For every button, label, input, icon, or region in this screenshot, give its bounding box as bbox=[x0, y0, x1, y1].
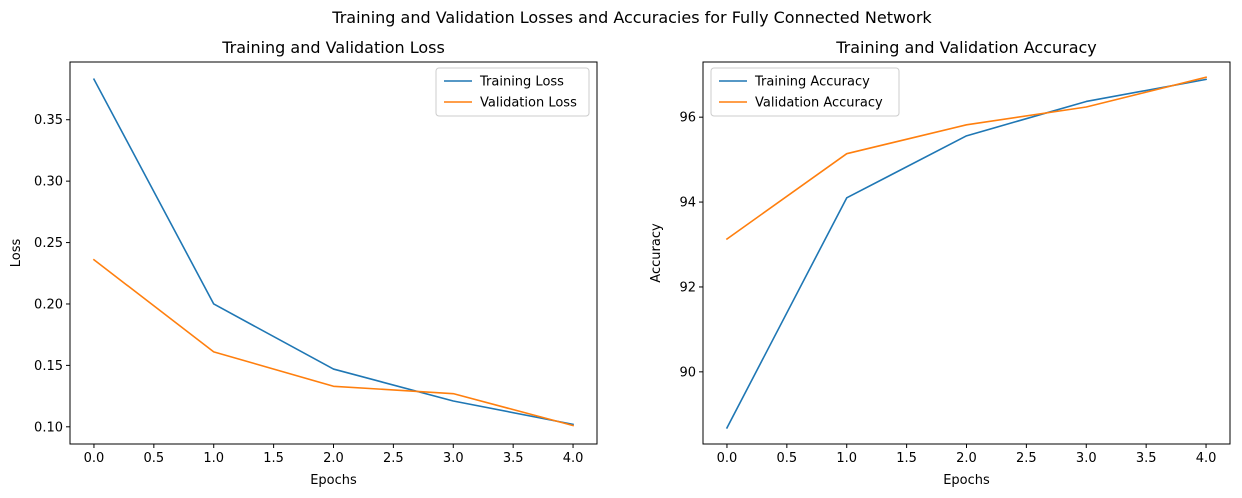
plot0-x-tick-label: 1.0 bbox=[203, 451, 224, 466]
plot1-y-axis-label: Accuracy bbox=[649, 223, 664, 283]
plot1-series-line-0 bbox=[725, 78, 1207, 429]
plot1-x-tick-label: 4.0 bbox=[1196, 451, 1217, 466]
plot1-y-tick-label: 94 bbox=[679, 196, 696, 211]
plot0-series-line-0 bbox=[92, 78, 574, 426]
plot0-x-tick-label: 2.5 bbox=[383, 451, 404, 466]
plot1-legend-box bbox=[710, 67, 900, 117]
plot1-x-tick-label: 2.0 bbox=[956, 451, 977, 466]
plot0-x-tick-label: 0.0 bbox=[84, 451, 105, 466]
plot1-x-axis-label: Epochs bbox=[943, 473, 990, 488]
plot1-y-tick-label: 92 bbox=[679, 280, 696, 295]
plot1-x-tick-label: 2.5 bbox=[1016, 451, 1037, 466]
plot0-legend-box bbox=[435, 67, 590, 117]
plot0-x-tick-label: 3.5 bbox=[503, 451, 524, 466]
plot0-x-tick-label: 0.5 bbox=[143, 451, 164, 466]
plot0-x-tick-label: 4.0 bbox=[563, 451, 584, 466]
plot0-x-tick-label: 2.0 bbox=[323, 451, 344, 466]
plot0-series-line-1 bbox=[92, 258, 575, 427]
plot1-x-tick-label: 3.5 bbox=[1136, 451, 1157, 466]
plot0-x-tick-label: 3.0 bbox=[443, 451, 464, 466]
plot1-x-tick-label: 1.0 bbox=[836, 451, 857, 466]
plot1-x-tick-label: 0.0 bbox=[717, 451, 738, 466]
loss-subplot: Training and Validation Loss 0.0 0.5 1.0 1.5… bbox=[9, 38, 598, 488]
plot0-title: Training and Validation Loss bbox=[221, 38, 445, 57]
plot1-y-tick-label: 96 bbox=[679, 111, 696, 126]
plot1-title: Training and Validation Accuracy bbox=[835, 38, 1097, 57]
plot0-legend-label-0: Training Loss bbox=[479, 75, 564, 90]
plot0-y-axis-label: Loss bbox=[9, 239, 24, 268]
plot0-legend-label-1: Validation Loss bbox=[480, 96, 577, 111]
plot1-legend-label-0: Training Accuracy bbox=[754, 75, 870, 90]
plot0-y-tick-label: 0.15 bbox=[34, 359, 63, 374]
plot1-x-tick-label: 1.5 bbox=[896, 451, 917, 466]
plot0-legend: Training Loss Validation Loss bbox=[435, 67, 590, 117]
plot0-x-axis-label: Epochs bbox=[310, 473, 357, 488]
plot0-y-tick-label: 0.25 bbox=[34, 236, 63, 251]
plot0-y-tick-label: 0.35 bbox=[34, 113, 63, 128]
plot1-x-tick-label: 0.5 bbox=[776, 451, 797, 466]
plot1-legend-label-1: Validation Accuracy bbox=[755, 96, 883, 111]
plot1-legend: Training Accuracy Validation Accuracy bbox=[710, 67, 900, 117]
plot1-series-line-1 bbox=[725, 76, 1208, 241]
plot0-x-tick-label: 1.5 bbox=[263, 451, 284, 466]
plot1-y-tick-label: 90 bbox=[679, 365, 696, 380]
plot0-y-tick-label: 0.10 bbox=[34, 420, 63, 435]
plot0-y-tick-label: 0.30 bbox=[34, 175, 63, 190]
plot0-y-tick-label: 0.20 bbox=[34, 297, 63, 312]
figure-suptitle: Training and Validation Losses and Accur… bbox=[331, 8, 932, 27]
accuracy-subplot: Training and Validation Accuracy 0.0 0.5 1.… bbox=[649, 38, 1231, 488]
plot1-x-tick-label: 3.0 bbox=[1076, 451, 1097, 466]
